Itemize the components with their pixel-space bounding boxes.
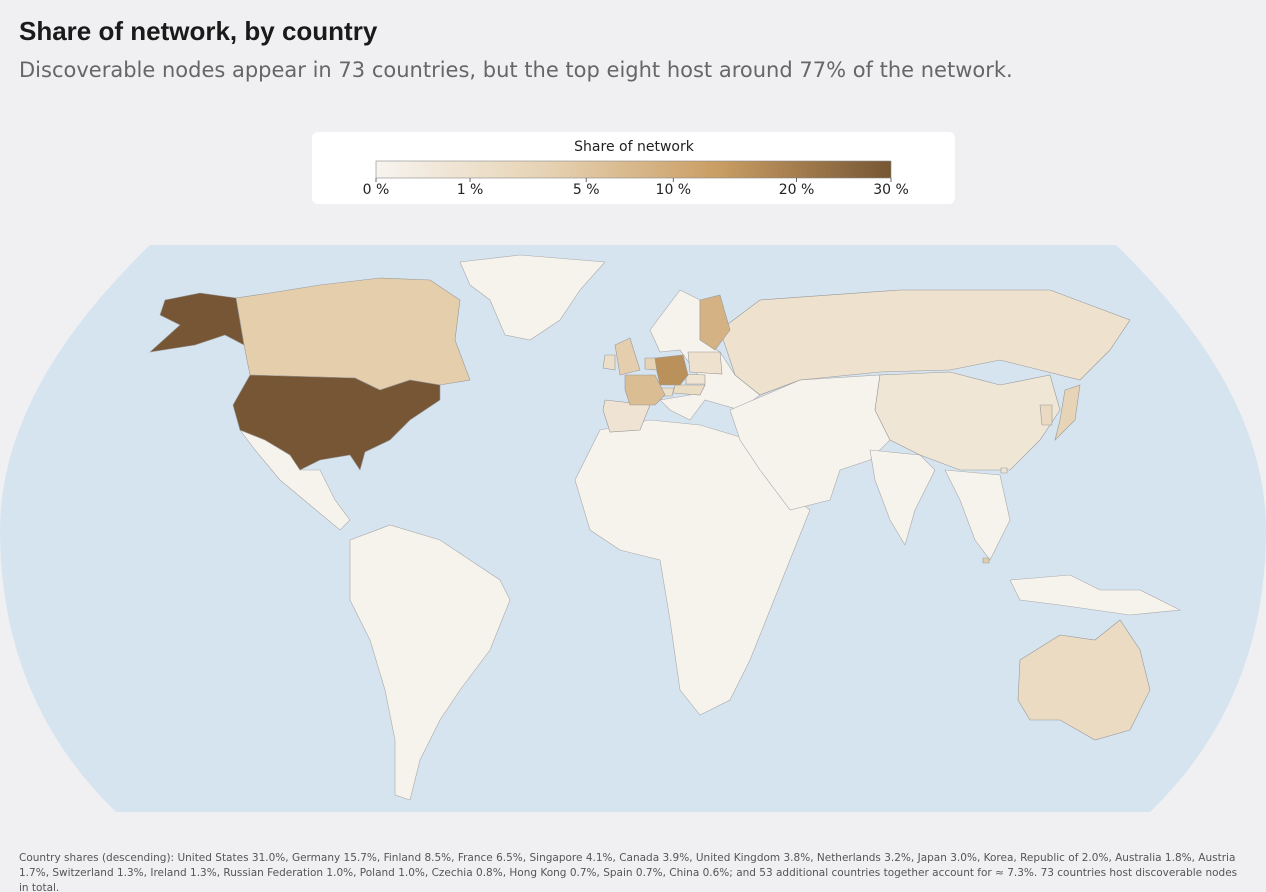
country-share: 1.0%	[326, 867, 354, 879]
country	[719, 289, 1131, 396]
country-name: Czechia	[431, 867, 473, 879]
countries	[149, 277, 1151, 741]
country-share: 2.0%	[1081, 852, 1109, 864]
country-name: Australia	[1115, 852, 1162, 864]
country-name: Austria	[1198, 852, 1236, 864]
subtitle: Discoverable nodes appear in 73 countrie…	[19, 58, 1013, 82]
country-name: China	[669, 867, 700, 879]
footnote-prefix: Country shares (descending):	[19, 852, 175, 864]
greenland	[459, 254, 606, 341]
legend-tick-label: 5 %	[573, 182, 600, 198]
country-name: Germany	[291, 852, 341, 864]
country-share: 31.0%	[251, 852, 286, 864]
country-share: 3.8%	[783, 852, 811, 864]
middle-east-asia	[729, 374, 891, 511]
country	[1000, 467, 1008, 474]
country-name: Poland	[359, 867, 395, 879]
country	[235, 277, 471, 391]
country-share: 1.8%	[1164, 852, 1192, 864]
legend-tick-label: 0 %	[363, 182, 390, 198]
country-name: Switzerland	[52, 867, 114, 879]
country	[602, 354, 616, 371]
country-name: Finland	[383, 852, 422, 864]
country-share: 0.6%	[702, 867, 730, 879]
legend-tick-label: 20 %	[779, 182, 815, 198]
country-name: Canada	[619, 852, 660, 864]
footnote-suffix: and 53 additional countries together acc…	[19, 867, 1238, 892]
country	[672, 384, 706, 396]
legend-title: Share of network	[574, 139, 695, 155]
south-america	[349, 524, 511, 801]
country	[874, 371, 1061, 471]
country-share: 6.5%	[496, 852, 523, 864]
country	[149, 292, 441, 471]
country	[982, 557, 990, 564]
footnote: Country shares (descending): United Stat…	[19, 852, 1238, 892]
country-share: 0.7%	[635, 867, 663, 879]
country-share: 0.7%	[569, 867, 597, 879]
land	[239, 254, 1182, 801]
legend-bar	[375, 160, 892, 179]
country	[699, 294, 731, 351]
country-name: Netherlands	[816, 852, 881, 864]
country-name: Russian Federation	[223, 867, 324, 879]
country-name: Korea, Republic of	[983, 852, 1079, 864]
country-share: 3.9%	[662, 852, 690, 864]
country	[1017, 619, 1151, 741]
country	[685, 373, 706, 385]
india	[869, 449, 936, 546]
country-share: 3.0%	[950, 852, 977, 864]
country-name: Japan	[917, 852, 947, 864]
southeast-asia	[944, 469, 1182, 616]
country	[1039, 404, 1053, 426]
country	[614, 337, 641, 376]
country-name: Ireland	[150, 867, 187, 879]
country-name: Singapore	[529, 852, 583, 864]
country-name: Hong Kong	[509, 867, 567, 879]
country-name: United States	[177, 852, 249, 864]
country-share: 0.8%	[476, 867, 503, 879]
country-name: France	[457, 852, 493, 864]
country-share: 1.7%	[19, 867, 46, 879]
country-share: 15.7%	[343, 852, 377, 864]
country	[687, 351, 723, 375]
country	[624, 374, 666, 406]
country-name: United Kingdom	[695, 852, 781, 864]
country-share: 1.0%	[398, 867, 425, 879]
country-share: 1.3%	[116, 867, 144, 879]
country-share: 4.1%	[585, 852, 613, 864]
country-name: Spain	[603, 867, 633, 879]
legend-tick-label: 30 %	[873, 182, 909, 198]
country	[654, 354, 689, 386]
country-share: 3.2%	[884, 852, 911, 864]
country-share: 1.3%	[190, 867, 217, 879]
country	[1054, 384, 1081, 441]
country-share: 8.5%	[424, 852, 452, 864]
title: Share of network, by country	[19, 16, 378, 46]
legend-tick-label: 10 %	[656, 182, 692, 198]
legend-tick-label: 1 %	[457, 182, 484, 198]
